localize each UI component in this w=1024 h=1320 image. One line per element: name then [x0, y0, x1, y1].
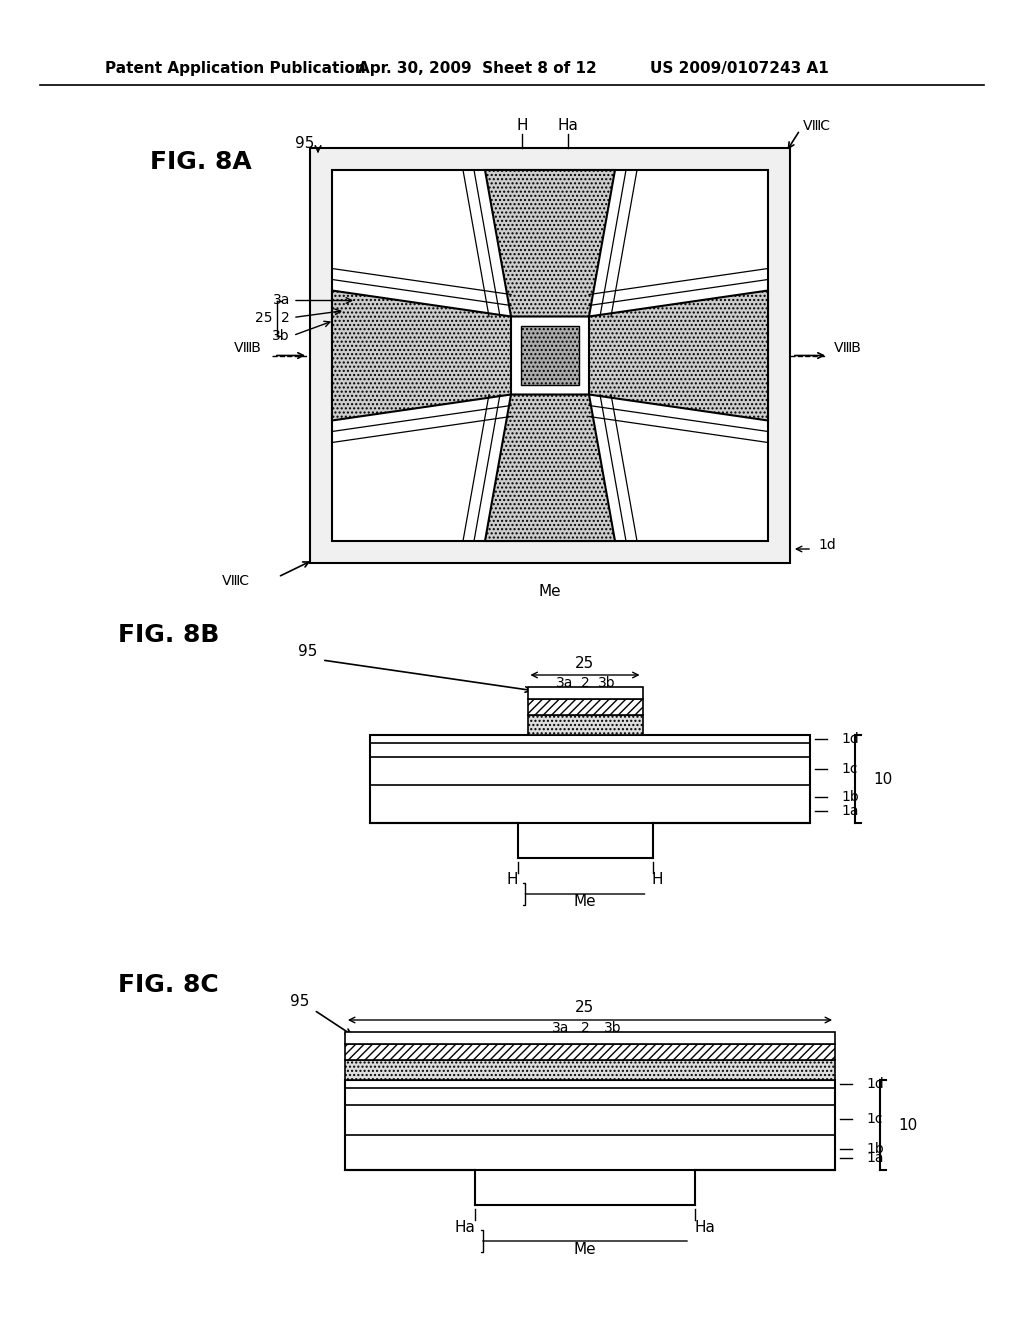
Text: ⅧB: ⅧB [835, 341, 862, 355]
Bar [370, 735, 810, 822]
Text: 1c: 1c [866, 1111, 883, 1126]
Text: 25: 25 [575, 1001, 595, 1015]
Text: Ha: Ha [557, 119, 579, 133]
Text: FIG. 8C: FIG. 8C [118, 973, 219, 997]
Text: 1b: 1b [866, 1142, 884, 1156]
Polygon shape [589, 290, 768, 421]
Text: 1d: 1d [841, 733, 859, 746]
Polygon shape [310, 148, 790, 564]
Polygon shape [332, 170, 768, 541]
Text: H: H [507, 873, 518, 887]
Text: Patent Application Publication: Patent Application Publication [105, 61, 366, 75]
Text: FIG. 8B: FIG. 8B [118, 623, 219, 647]
Text: 10: 10 [898, 1118, 918, 1133]
Text: 95: 95 [298, 644, 317, 660]
Text: Ha: Ha [455, 1220, 475, 1234]
Bar [527, 686, 642, 700]
Polygon shape [485, 170, 615, 317]
Text: 25: 25 [575, 656, 595, 671]
Text: 3b: 3b [598, 676, 615, 690]
Text: 2: 2 [581, 676, 590, 690]
Bar [527, 700, 642, 715]
Text: H: H [651, 873, 664, 887]
Text: 3b: 3b [272, 329, 290, 342]
Text: 3b: 3b [604, 1020, 622, 1035]
Text: ⅧB: ⅧB [234, 341, 262, 355]
Text: ⅧC: ⅧC [222, 574, 250, 587]
Text: 1d: 1d [866, 1077, 884, 1092]
Text: 25: 25 [256, 310, 273, 325]
Text: Me: Me [573, 1242, 596, 1257]
Text: 1a: 1a [866, 1151, 884, 1166]
Polygon shape [332, 290, 511, 421]
Text: 3a: 3a [272, 293, 290, 308]
Text: US 2009/0107243 A1: US 2009/0107243 A1 [650, 61, 828, 75]
Text: FIG. 8A: FIG. 8A [150, 150, 252, 174]
Bar [345, 1032, 835, 1044]
Text: 1b: 1b [841, 789, 859, 804]
Text: ⅧC: ⅧC [803, 119, 831, 133]
Text: 1a: 1a [841, 804, 858, 818]
Text: 3a: 3a [556, 676, 573, 690]
Bar [345, 1080, 835, 1170]
Text: 10: 10 [873, 771, 892, 787]
Text: Apr. 30, 2009  Sheet 8 of 12: Apr. 30, 2009 Sheet 8 of 12 [358, 61, 597, 75]
Text: 3a: 3a [552, 1020, 569, 1035]
Text: 1c: 1c [841, 762, 857, 776]
Bar [527, 715, 642, 735]
Text: 95: 95 [295, 136, 314, 150]
Polygon shape [521, 326, 580, 384]
Text: 1d: 1d [818, 539, 836, 552]
Text: Ha: Ha [694, 1220, 716, 1234]
Text: 2: 2 [581, 1020, 590, 1035]
Bar [345, 1060, 835, 1080]
Polygon shape [485, 395, 615, 541]
Bar [345, 1044, 835, 1060]
Text: 2: 2 [282, 310, 290, 325]
Text: Me: Me [539, 583, 561, 598]
Text: 95: 95 [291, 994, 309, 1010]
Text: H: H [516, 119, 527, 133]
Text: Me: Me [573, 895, 596, 909]
